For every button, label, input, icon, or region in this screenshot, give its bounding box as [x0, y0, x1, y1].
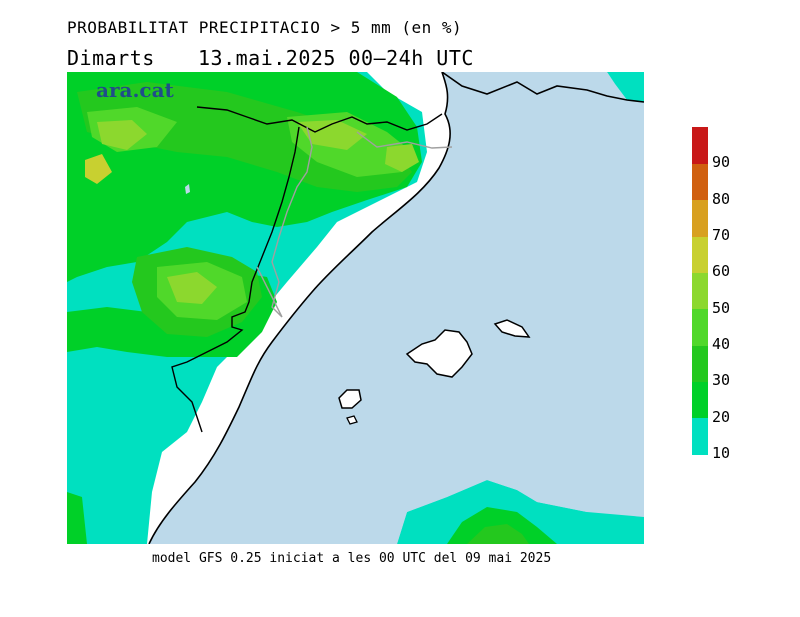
legend-swatch — [692, 381, 708, 419]
legend-tick-label: 20 — [712, 407, 731, 426]
legend-swatch — [692, 199, 708, 237]
legend-tick-label: 80 — [712, 189, 731, 208]
island-ibiza — [338, 389, 362, 409]
model-note: model GFS 0.25 iniciat a les 00 UTC del … — [152, 551, 552, 566]
national-border — [196, 106, 443, 133]
legend-tick-label: 40 — [712, 335, 731, 353]
precip-50-60-zone — [97, 120, 419, 304]
coastline — [148, 72, 451, 544]
legend-swatch — [692, 345, 708, 382]
forecast-date: 13.mai.2025 00—24h UTC — [198, 46, 474, 70]
precip-60-70-zone — [85, 154, 112, 184]
legend-tick-label: 30 — [712, 371, 731, 390]
island-mallorca — [405, 329, 473, 378]
legend-tick-label: 90 — [712, 153, 731, 172]
island-menorca — [493, 319, 531, 338]
color-legend — [692, 127, 708, 455]
lake — [185, 184, 190, 194]
legend-swatch — [692, 236, 708, 273]
legend-tick-label: 70 — [712, 226, 731, 244]
legend-swatch — [692, 163, 708, 201]
island-formentera — [346, 415, 358, 425]
region-boundary-gray — [256, 126, 453, 318]
legend-swatch — [692, 272, 708, 310]
probability-map — [67, 72, 644, 544]
sea-overlay — [149, 72, 644, 544]
legend-swatch — [692, 417, 708, 455]
map-title: PROBABILITAT PRECIPITACIO > 5 mm (en %) — [67, 18, 463, 37]
legend-swatch — [692, 308, 708, 346]
ara-cat-logo[interactable]: ara.cat — [96, 78, 174, 102]
regional-border — [171, 126, 300, 433]
legend-tick-label: 10 — [712, 444, 731, 462]
legend-tick-label: 50 — [712, 298, 731, 317]
legend-tick-label: 60 — [712, 262, 731, 281]
north-coastline — [441, 72, 644, 103]
legend-swatch — [692, 127, 708, 164]
forecast-day: Dimarts — [67, 46, 155, 70]
